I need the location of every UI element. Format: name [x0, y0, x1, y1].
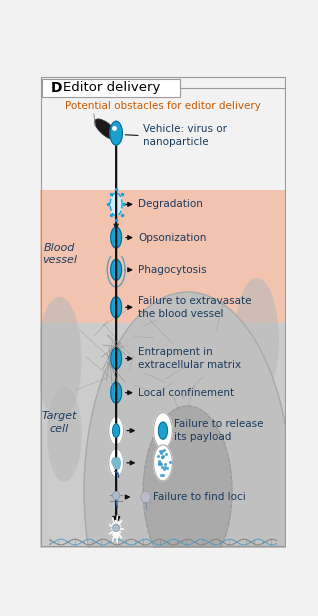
Text: Failure to release
its payload: Failure to release its payload	[174, 419, 264, 442]
Text: Potential obstacles for editor delivery: Potential obstacles for editor delivery	[65, 101, 261, 111]
Ellipse shape	[141, 492, 151, 503]
Text: Vehicle: virus or
nanoparticle: Vehicle: virus or nanoparticle	[143, 124, 227, 147]
Polygon shape	[113, 424, 120, 437]
Ellipse shape	[244, 373, 279, 458]
Polygon shape	[114, 525, 119, 534]
Ellipse shape	[113, 524, 120, 532]
Ellipse shape	[95, 119, 118, 140]
Text: Local confinement: Local confinement	[138, 387, 234, 398]
Polygon shape	[111, 259, 121, 280]
Text: Opsonization: Opsonization	[138, 233, 207, 243]
Text: Blood
vessel: Blood vessel	[42, 243, 77, 265]
Polygon shape	[109, 448, 123, 477]
Bar	[40, 323, 286, 548]
Text: Degradation: Degradation	[138, 200, 203, 209]
Ellipse shape	[234, 278, 279, 401]
Bar	[40, 190, 286, 323]
FancyBboxPatch shape	[42, 79, 180, 97]
Polygon shape	[111, 227, 121, 248]
Text: Entrapment in
extracellular matrix: Entrapment in extracellular matrix	[138, 347, 241, 370]
Polygon shape	[111, 348, 121, 369]
Ellipse shape	[47, 387, 82, 482]
Polygon shape	[110, 121, 122, 145]
Polygon shape	[154, 413, 172, 448]
Polygon shape	[159, 422, 167, 439]
Polygon shape	[111, 383, 121, 403]
Ellipse shape	[37, 297, 82, 420]
Polygon shape	[111, 297, 121, 318]
Polygon shape	[110, 193, 122, 216]
Polygon shape	[109, 416, 123, 445]
Text: Target
cell: Target cell	[42, 411, 77, 434]
Text: Failure to find loci: Failure to find loci	[153, 492, 246, 502]
Polygon shape	[106, 246, 126, 254]
Text: Editor delivery: Editor delivery	[63, 81, 161, 94]
Text: Failure to extravasate
the blood vessel: Failure to extravasate the blood vessel	[138, 296, 252, 318]
Polygon shape	[112, 458, 121, 469]
Text: D: D	[51, 81, 62, 95]
Ellipse shape	[113, 492, 120, 500]
Polygon shape	[84, 292, 291, 616]
Polygon shape	[154, 445, 172, 481]
Text: Phagocytosis: Phagocytosis	[138, 265, 207, 275]
Polygon shape	[143, 406, 232, 577]
